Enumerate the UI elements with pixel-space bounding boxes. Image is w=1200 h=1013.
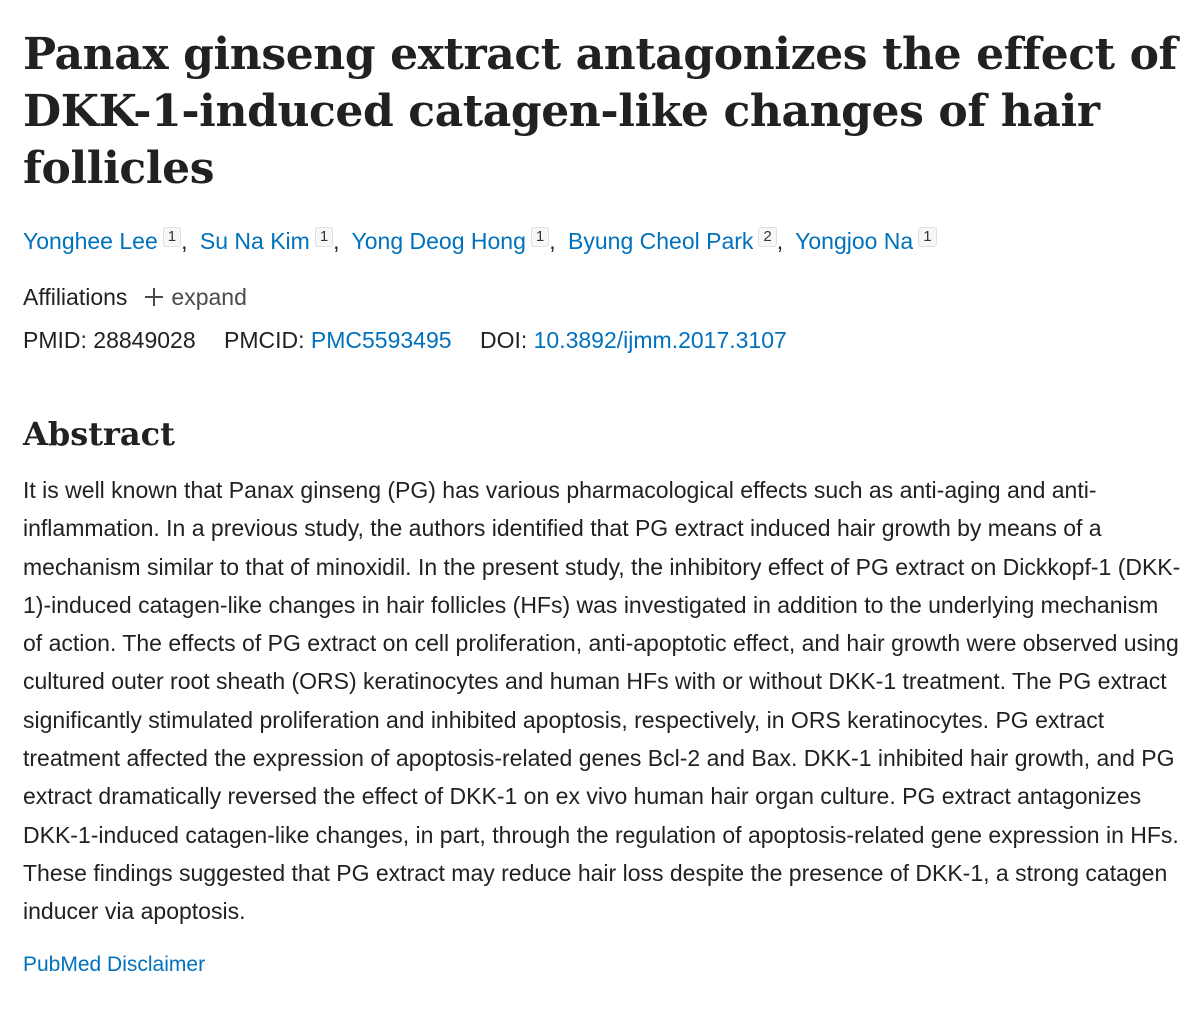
author-separator: , xyxy=(333,228,340,254)
author-separator: , xyxy=(549,228,556,254)
author-link[interactable]: Yong Deog Hong xyxy=(351,228,526,254)
author-link[interactable]: Yonghee Lee xyxy=(23,228,158,254)
author-item: Su Na Kim 1, xyxy=(199,227,346,254)
pmid-item: PMID: 28849028 xyxy=(23,324,196,356)
author-item: Byung Cheol Park 2, xyxy=(568,227,789,254)
plus-icon xyxy=(145,288,164,306)
pmid-value: 28849028 xyxy=(93,327,196,353)
affiliation-ref[interactable]: 2 xyxy=(758,227,777,247)
abstract-text: It is well known that Panax ginseng (PG)… xyxy=(23,477,1181,925)
author-item: Yonghee Lee 1, xyxy=(23,227,193,254)
author-list: Yonghee Lee 1, Su Na Kim 1, Yong Deog Hong… xyxy=(23,225,1183,257)
affiliations-expand-button[interactable]: expand xyxy=(145,281,247,313)
affiliations-label: Affiliations xyxy=(23,284,128,310)
affiliations-row: Affiliations expand xyxy=(23,281,1183,313)
affiliation-ref[interactable]: 1 xyxy=(314,227,334,247)
article-identifiers: PMID: 28849028 PMCID: PMC5593495 DOI: 10… xyxy=(23,324,1183,356)
doi-label: DOI: xyxy=(479,327,528,353)
affiliation-ref[interactable]: 1 xyxy=(530,227,550,247)
abstract-heading: Abstract xyxy=(23,415,175,453)
pubmed-disclaimer-link[interactable]: PubMed Disclaimer xyxy=(23,952,206,976)
affiliation-ref[interactable]: 1 xyxy=(918,227,937,247)
author-link[interactable]: Yongjoo Na xyxy=(795,228,914,254)
author-item: Yong Deog Hong 1, xyxy=(351,227,562,254)
article-title: Panax ginseng extract antagonizes the ef… xyxy=(23,29,1178,194)
pmcid-link[interactable]: PMC5593495 xyxy=(310,327,452,353)
pmcid-item: PMCID: PMC5593495 xyxy=(224,324,452,356)
affiliation-ref[interactable]: 1 xyxy=(162,227,182,247)
pmcid-label: PMCID: xyxy=(224,327,305,353)
author-link[interactable]: Su Na Kim xyxy=(199,228,310,254)
article-page: Panax ginseng extract antagonizes the ef… xyxy=(23,0,1183,980)
author-link[interactable]: Byung Cheol Park xyxy=(568,228,754,254)
author-item: Yongjoo Na 1 xyxy=(795,227,937,254)
author-separator: , xyxy=(776,228,784,254)
doi-link[interactable]: 10.3892/ijmm.2017.3107 xyxy=(533,327,787,353)
author-separator: , xyxy=(181,228,188,254)
expand-label: expand xyxy=(171,284,247,310)
doi-item: DOI: 10.3892/ijmm.2017.3107 xyxy=(480,324,787,356)
pmid-label: PMID: xyxy=(23,327,87,353)
